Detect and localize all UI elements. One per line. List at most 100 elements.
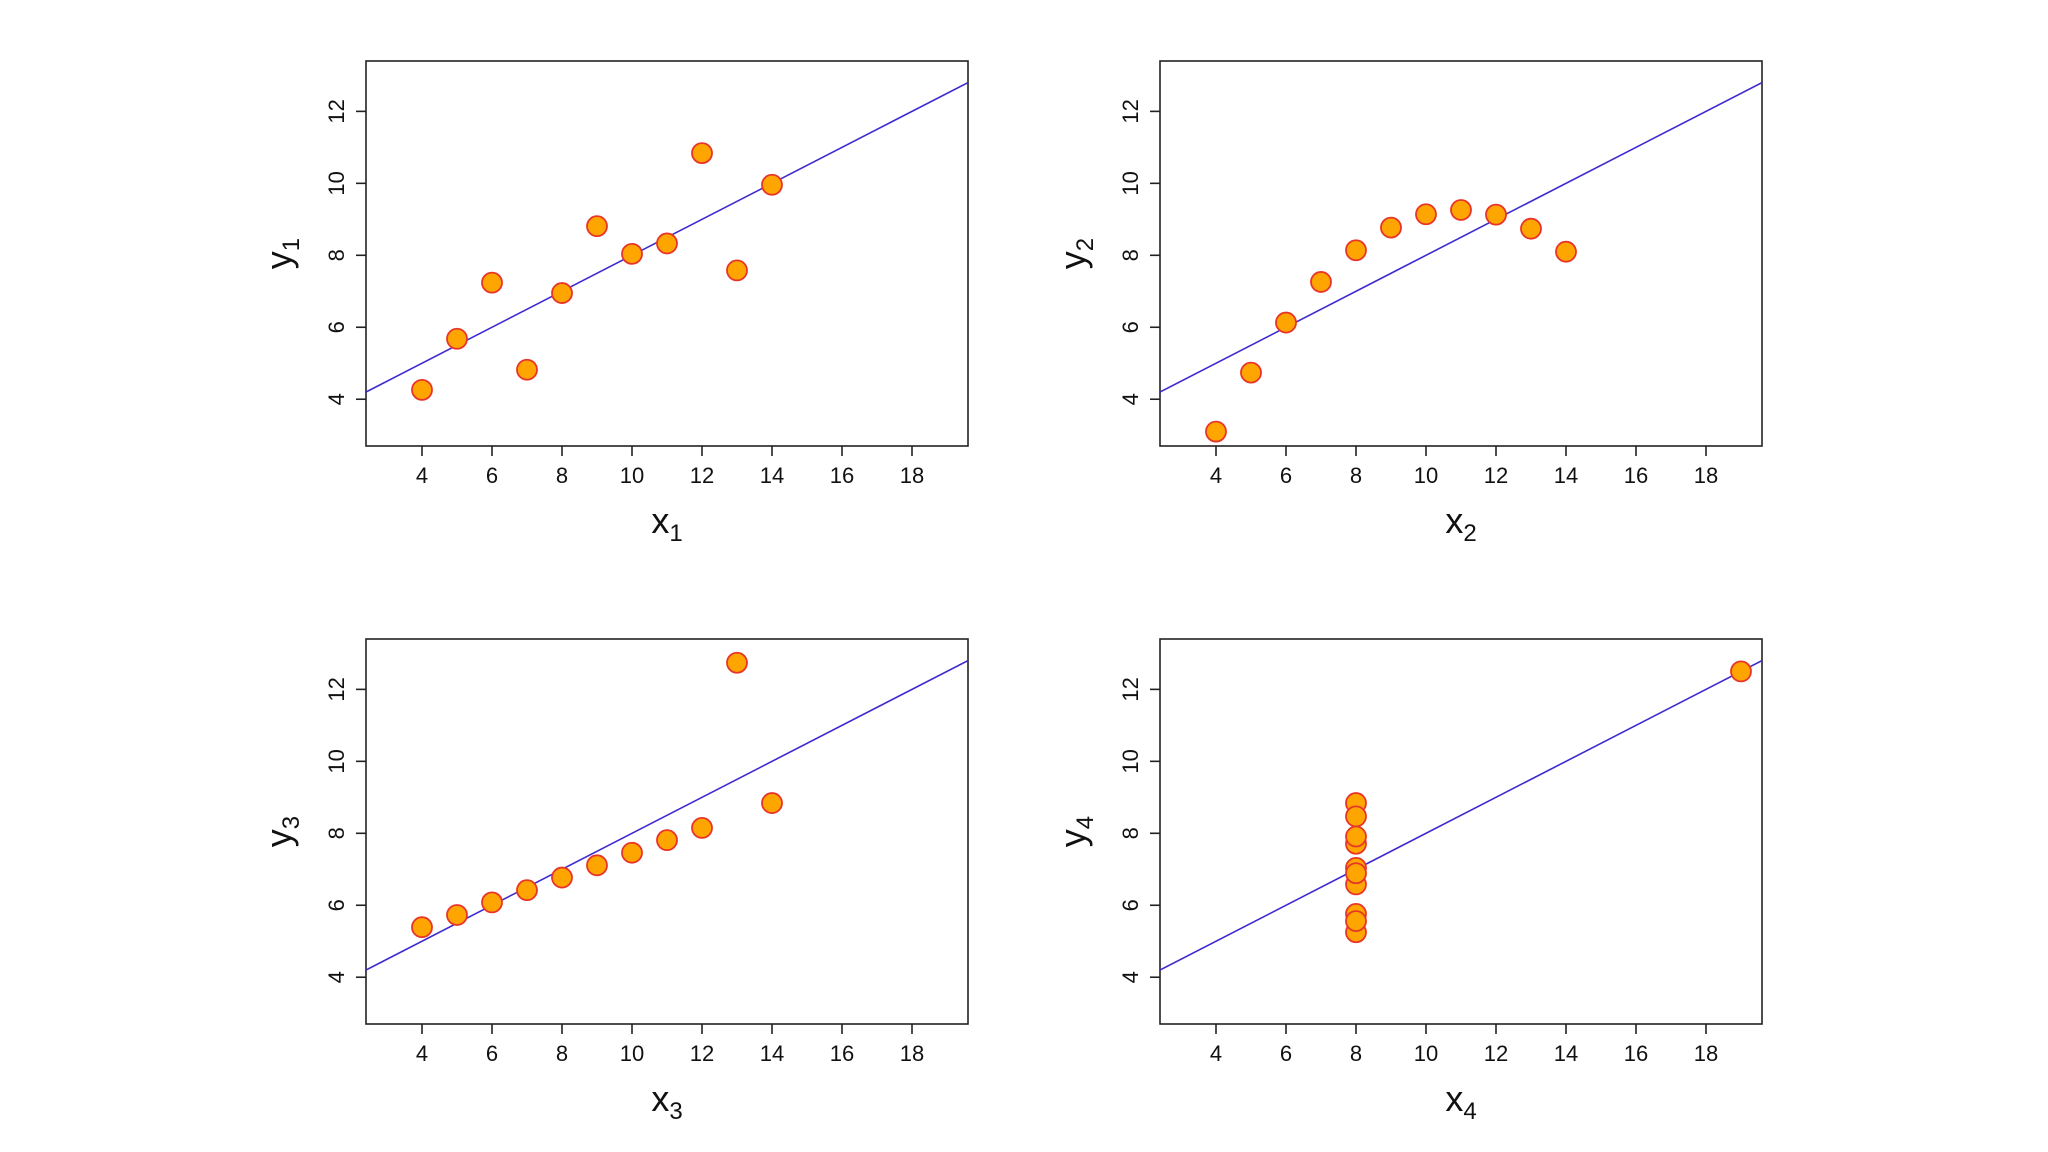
- panel-4: 4 6 8 10 12 14 16 18 4 6 8 10 12 x4 y4: [1052, 638, 1763, 1125]
- data-point-4-11: [1345, 862, 1367, 885]
- x-tick-label-3-6: 6: [486, 1041, 498, 1066]
- data-point-2-6: [1555, 240, 1577, 263]
- x-tick-label-2-12: 12: [1484, 463, 1508, 488]
- x-axis-label-4: x4: [1445, 1078, 1476, 1125]
- x-tick-label-2-8: 8: [1350, 463, 1362, 488]
- x-tick-label-4-14: 14: [1554, 1041, 1578, 1066]
- plot-frame-4: [1159, 638, 1763, 1025]
- x-tick-label-2-16: 16: [1624, 463, 1648, 488]
- data-point-1-9: [691, 142, 713, 165]
- x-tick-label-1-14: 14: [760, 463, 784, 488]
- data-point-1-10: [516, 358, 538, 381]
- y-axis-label-4: y4: [1052, 816, 1099, 847]
- y-tick-label-3-6: 6: [324, 899, 349, 911]
- data-point-3-5: [656, 829, 678, 852]
- fit-line-2: [1160, 81, 1762, 393]
- x-tick-label-3-8: 8: [556, 1041, 568, 1066]
- data-point-1-2: [551, 282, 573, 304]
- x-tick-label-4-16: 16: [1624, 1041, 1648, 1066]
- y-tick-label-1-12: 12: [324, 99, 349, 123]
- data-point-3-11: [446, 904, 468, 926]
- x-tick-label-1-10: 10: [620, 463, 644, 488]
- x-tick-label-3-10: 10: [620, 1041, 644, 1066]
- plot-frame-2: [1159, 60, 1763, 447]
- y-tick-label-2-10: 10: [1118, 171, 1143, 195]
- data-point-1-7: [481, 271, 503, 294]
- y-tick-label-2-4: 4: [1118, 393, 1143, 405]
- x-tick-label-4-18: 18: [1694, 1041, 1718, 1066]
- y-tick-label-3-4: 4: [324, 971, 349, 983]
- data-point-4-5: [1345, 805, 1367, 828]
- data-point-2-8: [1205, 420, 1227, 443]
- y-tick-label-3-12: 12: [324, 677, 349, 701]
- fit-line-4: [1160, 659, 1762, 971]
- y-tick-label-4-10: 10: [1118, 749, 1143, 773]
- y-axis-label-1: y1: [258, 238, 305, 269]
- x-tick-label-2-4: 4: [1210, 463, 1222, 488]
- x-tick-label-4-4: 4: [1210, 1041, 1222, 1066]
- y-tick-label-1-6: 6: [324, 321, 349, 333]
- x-tick-label-3-4: 4: [416, 1041, 428, 1066]
- x-tick-label-2-6: 6: [1280, 463, 1292, 488]
- data-point-4-10: [1345, 825, 1367, 848]
- y-tick-label-2-6: 6: [1118, 321, 1143, 333]
- data-point-2-10: [1310, 271, 1332, 293]
- data-point-2-7: [1275, 311, 1297, 334]
- x-axis-label-3: x3: [651, 1078, 682, 1125]
- data-point-1-3: [726, 259, 748, 282]
- x-tick-label-3-14: 14: [760, 1041, 784, 1066]
- data-point-2-11: [1240, 361, 1262, 384]
- data-point-3-2: [551, 866, 573, 889]
- x-tick-label-4-10: 10: [1414, 1041, 1438, 1066]
- panel-2: 4 6 8 10 12 14 16 18 4 6 8 10 12 x2 y2: [1052, 60, 1763, 547]
- y-tick-label-3-10: 10: [324, 749, 349, 773]
- panel-1: 4 6 8 10 12 14 16 18 4 6 8 10 12 x1 y1: [258, 60, 969, 547]
- x-tick-label-3-18: 18: [900, 1041, 924, 1066]
- data-point-1-6: [761, 173, 783, 196]
- data-point-4-9: [1345, 910, 1367, 932]
- data-point-1-8: [411, 378, 433, 401]
- y-tick-label-4-6: 6: [1118, 899, 1143, 911]
- x-tick-label-4-8: 8: [1350, 1041, 1362, 1066]
- y-tick-label-3-8: 8: [324, 827, 349, 839]
- data-point-4-8: [1730, 660, 1752, 683]
- x-axis-label-2: x2: [1445, 500, 1476, 547]
- x-tick-label-2-10: 10: [1414, 463, 1438, 488]
- data-point-2-9: [1485, 203, 1507, 226]
- data-point-2-1: [1415, 203, 1437, 226]
- x-axis-label-1: x1: [651, 500, 682, 547]
- x-tick-label-4-6: 6: [1280, 1041, 1292, 1066]
- data-point-1-1: [621, 242, 643, 265]
- x-tick-label-3-16: 16: [830, 1041, 854, 1066]
- x-tick-label-2-14: 14: [1554, 463, 1578, 488]
- data-point-1-11: [446, 327, 468, 350]
- panel-3: 4 6 8 10 12 14 16 18 4 6 8 10 12 x3 y3: [258, 638, 969, 1125]
- x-tick-label-1-18: 18: [900, 463, 924, 488]
- x-tick-label-4-12: 12: [1484, 1041, 1508, 1066]
- y-tick-label-1-4: 4: [324, 393, 349, 405]
- data-point-3-9: [691, 817, 713, 839]
- data-point-3-7: [481, 891, 503, 914]
- data-point-1-5: [656, 232, 678, 255]
- data-point-3-10: [516, 879, 538, 902]
- data-point-3-6: [761, 792, 783, 814]
- y-tick-label-1-10: 10: [324, 171, 349, 195]
- y-tick-label-4-12: 12: [1118, 677, 1143, 701]
- data-point-2-5: [1450, 199, 1472, 221]
- y-axis-label-2: y2: [1052, 238, 1099, 269]
- x-tick-label-1-4: 4: [416, 463, 428, 488]
- y-tick-label-1-8: 8: [324, 249, 349, 261]
- y-tick-label-4-4: 4: [1118, 971, 1143, 983]
- y-tick-label-2-12: 12: [1118, 99, 1143, 123]
- x-tick-label-1-16: 16: [830, 463, 854, 488]
- y-axis-label-3: y3: [258, 816, 305, 847]
- data-point-3-1: [621, 841, 643, 864]
- data-point-2-4: [1380, 216, 1402, 239]
- x-tick-label-1-6: 6: [486, 463, 498, 488]
- x-tick-label-1-12: 12: [690, 463, 714, 488]
- data-point-2-3: [1520, 217, 1542, 240]
- data-point-3-4: [586, 854, 608, 877]
- y-tick-label-2-8: 8: [1118, 249, 1143, 261]
- data-point-3-8: [411, 916, 433, 939]
